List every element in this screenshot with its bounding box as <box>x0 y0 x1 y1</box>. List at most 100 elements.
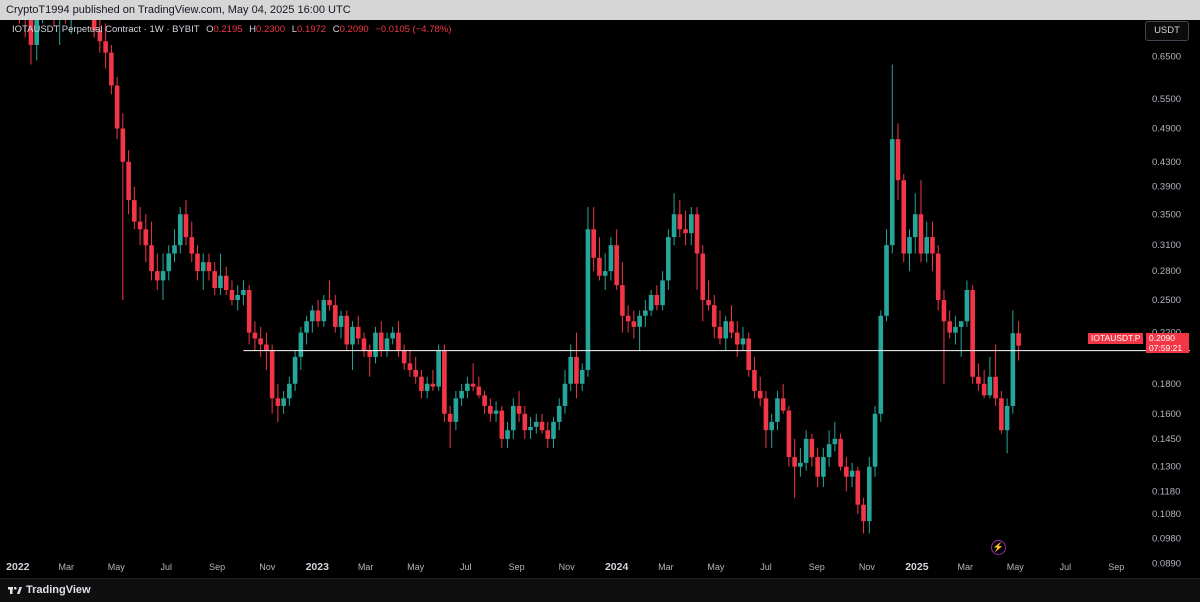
candle-body <box>310 310 315 322</box>
candle <box>516 390 522 422</box>
candle <box>172 229 177 263</box>
candle-body <box>706 300 711 306</box>
candle-body <box>545 430 551 439</box>
candle-body <box>350 326 355 345</box>
candle <box>734 321 740 357</box>
candle-body <box>120 128 126 162</box>
time-tick-label: Sep <box>809 562 825 572</box>
candle <box>999 390 1004 434</box>
time-tick-label: May <box>1007 562 1025 572</box>
candle-body <box>579 369 585 384</box>
candle <box>166 245 172 281</box>
candle-body <box>826 444 832 458</box>
time-axis[interactable]: 2022 Mar May Jul Sep Nov 2023 Mar May Jul Sep Nov 20… <box>6 561 1124 573</box>
candle-body <box>298 332 304 357</box>
candle-body <box>493 410 499 414</box>
candle <box>918 180 924 263</box>
candle <box>539 413 545 434</box>
time-tick-label: 2023 <box>306 561 330 573</box>
symbol-description[interactable]: IOTAUSDT Perpetual Contract · 1W · BYBIT <box>12 24 200 35</box>
candle <box>660 271 665 311</box>
candle <box>746 332 752 377</box>
candle <box>769 413 774 448</box>
candle-body <box>413 369 418 377</box>
candle-body <box>258 338 263 345</box>
high-label: H <box>249 24 257 35</box>
candle <box>970 285 975 384</box>
currency-button[interactable]: USDT <box>1145 21 1189 41</box>
price-chart[interactable]: 0.6500 0.5500 0.4900 0.4300 0.3900 0.3500 0.31… <box>0 20 1200 578</box>
candle-body <box>499 410 505 439</box>
candle-body <box>378 332 384 351</box>
candle <box>556 398 562 431</box>
candle-body <box>867 466 872 522</box>
candle <box>132 186 137 230</box>
candle <box>465 376 470 399</box>
candle <box>154 253 160 291</box>
candle-body <box>694 214 700 254</box>
candle-body <box>585 229 591 370</box>
candle-body <box>941 300 947 322</box>
candle-body <box>671 214 677 238</box>
candle <box>384 332 390 357</box>
publish-info-bar: CryptoT1994 published on TradingView.com… <box>0 0 1200 20</box>
candle-body <box>551 421 556 439</box>
candle <box>493 401 499 422</box>
candle-body <box>872 413 878 467</box>
candle-body <box>327 300 332 306</box>
ohlc-legend: IOTAUSDT Perpetual Contract · 1W · BYBIT… <box>12 24 451 35</box>
candle-body <box>769 421 774 431</box>
publish-info: CryptoT1994 published on TradingView.com… <box>6 4 351 16</box>
candle-body <box>901 180 907 254</box>
candle <box>373 326 378 364</box>
candle <box>229 280 235 306</box>
last-price-value: 0.2090 <box>1149 333 1175 343</box>
candle <box>723 315 729 351</box>
candle-body <box>711 305 717 327</box>
time-tick-label: 2025 <box>905 561 929 573</box>
candle <box>579 363 585 391</box>
candle <box>482 390 487 414</box>
time-tick-label: Mar <box>358 562 374 572</box>
candle-body <box>241 290 246 295</box>
tradingview-brand[interactable]: TradingView <box>8 584 91 596</box>
candle-body <box>212 271 218 289</box>
candle <box>947 310 952 339</box>
time-tick-label: Mar <box>658 562 674 572</box>
candle-body <box>453 398 459 422</box>
candle-body <box>447 413 453 422</box>
time-tick-label: Sep <box>509 562 525 572</box>
candle <box>533 413 539 434</box>
candle <box>654 285 660 311</box>
candle <box>849 462 855 488</box>
candle <box>275 383 281 422</box>
time-tick-label: Nov <box>859 562 876 572</box>
brand-name: TradingView <box>26 584 91 596</box>
price-axis[interactable]: 0.6500 0.5500 0.4900 0.4300 0.3900 0.3500 0.31… <box>1152 51 1181 569</box>
candle <box>597 237 602 281</box>
candle-body <box>109 52 114 86</box>
candle-body <box>608 245 614 272</box>
candle-body <box>999 398 1004 431</box>
lightning-icon[interactable]: ⚡ <box>991 540 1006 555</box>
candle <box>281 390 286 414</box>
price-tick-label: 0.0890 <box>1152 558 1181 569</box>
candle <box>568 344 574 391</box>
candle <box>436 344 441 391</box>
candle <box>838 433 843 471</box>
candle-body <box>436 350 441 387</box>
candle-body <box>884 245 889 316</box>
candle-body <box>344 315 350 345</box>
time-tick-label: 2022 <box>6 561 30 573</box>
candle-body <box>424 383 430 391</box>
price-tick-label: 0.2800 <box>1152 266 1181 277</box>
candle-body <box>338 315 344 327</box>
candle-body <box>723 321 729 339</box>
candle-body <box>625 315 631 322</box>
candle-body <box>666 237 671 281</box>
candle <box>815 447 820 488</box>
candle <box>476 376 482 399</box>
candle-body <box>97 30 103 42</box>
candle <box>706 280 711 311</box>
candle <box>223 266 229 295</box>
